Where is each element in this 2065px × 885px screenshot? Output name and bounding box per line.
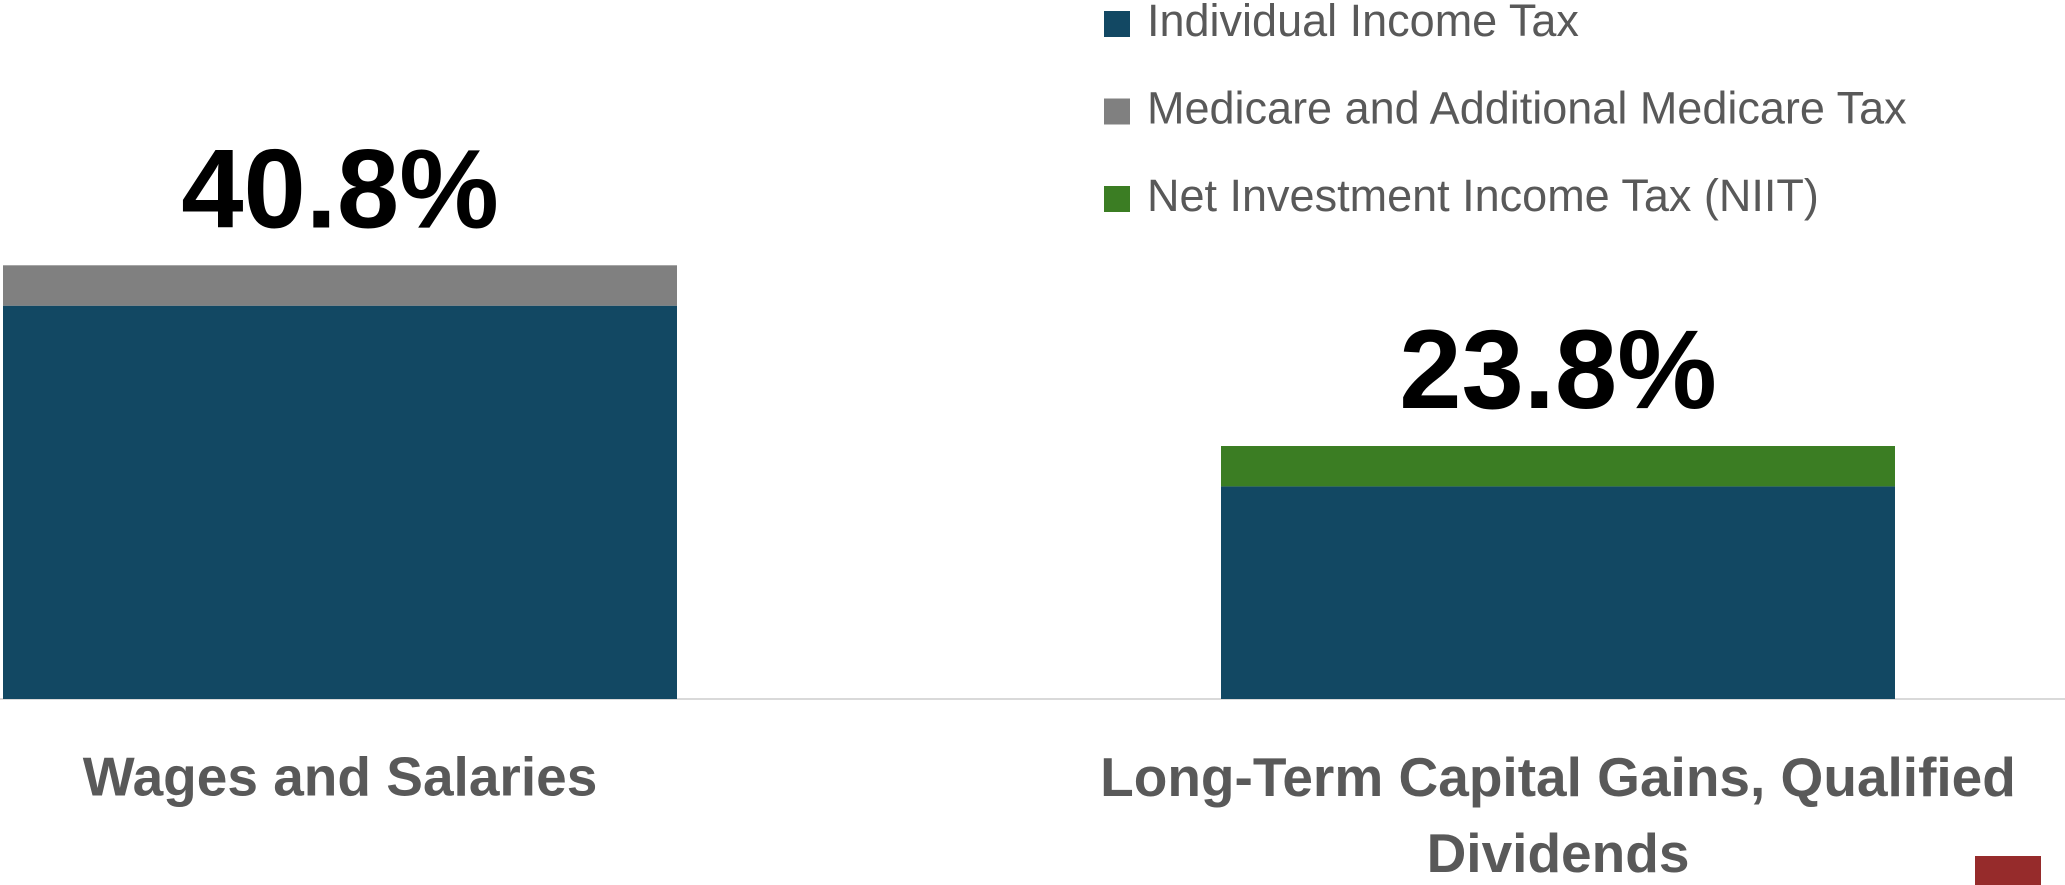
bar-segment	[3, 265, 677, 306]
total-label: 40.8%	[181, 126, 499, 251]
legend-swatch	[1104, 98, 1130, 125]
total-label: 23.8%	[1399, 307, 1717, 432]
legend-label: Individual Income Tax	[1147, 0, 1579, 46]
legend-label: Net Investment Income Tax (NIIT)	[1147, 170, 1819, 221]
category-label: Wages and Salaries	[83, 746, 598, 808]
bar-segment	[1221, 446, 1895, 487]
legend-label: Medicare and Additional Medicare Tax	[1147, 82, 1907, 133]
category-label: Long-Term Capital Gains, Qualified Divide…	[1100, 746, 2016, 884]
bar-segment	[3, 305, 677, 699]
corner-badge	[1975, 856, 2041, 885]
bar-segment	[1221, 486, 1895, 699]
legend-swatch	[1104, 11, 1130, 37]
legend-swatch	[1104, 186, 1130, 212]
